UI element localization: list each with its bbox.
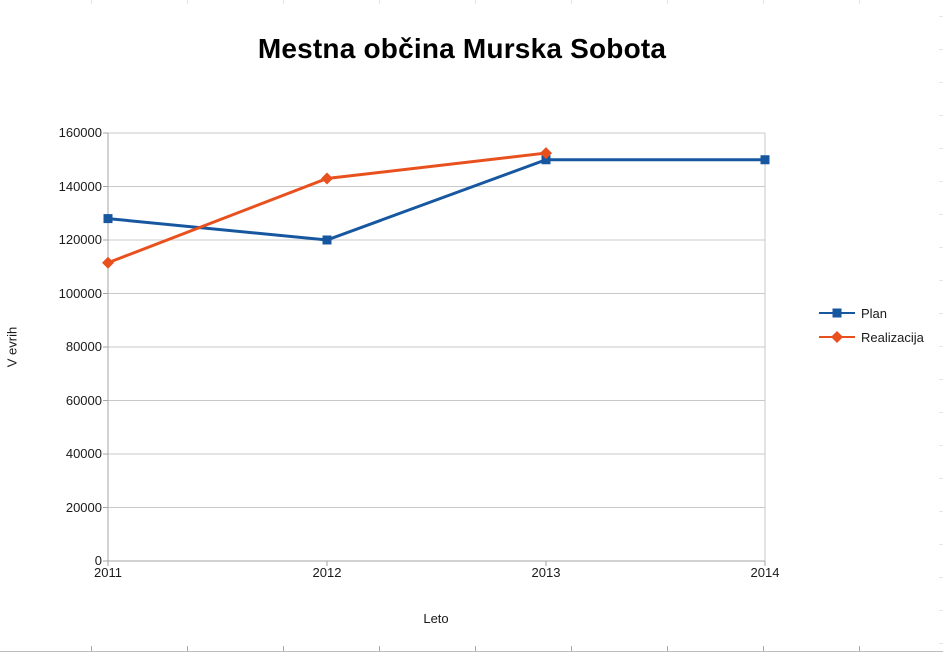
x-axis-title: Leto [423,611,449,626]
legend-item-plan: Plan [818,301,924,325]
legend-marker-square-icon [819,308,855,318]
cell-boundary-tick [939,346,943,347]
cell-boundary-tick [475,0,476,4]
data-point-square [103,214,113,224]
y-tick-label: 140000 [58,178,102,194]
cell-boundary-tick [939,247,943,248]
chart-title: Mestna občina Murska Sobota [257,33,667,64]
y-tick-label: 160000 [58,125,102,140]
cell-boundary-tick [571,0,572,4]
cell-boundary-tick [187,646,188,651]
cell-boundary-tick [939,214,943,215]
legend: Plan Realizacija [818,301,924,349]
cell-boundary-tick [475,646,476,651]
y-tick-label: 60000 [65,392,102,408]
y-tick-label: 20000 [65,499,102,515]
cell-boundary-tick [939,577,943,578]
cell-boundary-tick [939,82,943,83]
cell-boundary-tick [939,181,943,182]
data-point-diamond [102,256,114,269]
cell-boundary-tick [939,610,943,611]
legend-marker-diamond-icon [819,331,855,343]
cell-boundary-tick [379,0,380,4]
x-tick-label: 2013 [531,565,561,580]
y-tick-label: 100000 [58,285,102,301]
cell-boundary-tick [939,478,943,479]
cell-boundary-tick [763,646,764,651]
cell-boundary-tick [763,0,764,4]
x-tick-label: 2014 [750,565,780,580]
series-line-plan [107,158,765,242]
cell-boundary-tick [939,445,943,446]
cell-boundary-tick [939,511,943,512]
cell-boundary-tick [859,646,860,651]
cell-boundary-tick [187,0,188,4]
cell-boundary-tick [939,280,943,281]
cell-boundary-tick [0,651,943,652]
cell-boundary-tick [571,646,572,651]
data-point-diamond [321,172,333,185]
data-point-diamond [540,147,552,160]
cell-boundary-tick [667,0,668,4]
x-tick-label: 2011 [94,565,122,580]
cell-boundary-tick [939,379,943,380]
cell-boundary-tick [91,0,92,4]
legend-item-realizacija: Realizacija [818,325,924,349]
series-line-realizacija [107,151,547,265]
y-tick-label: 80000 [65,339,102,354]
data-point-square [760,155,770,165]
y-tick-label: 0 [94,553,102,568]
cell-boundary-tick [667,646,668,651]
cell-boundary-tick [939,16,943,17]
cell-boundary-tick [939,643,943,644]
cell-boundary-tick [939,412,943,413]
data-point-square [541,155,551,165]
legend-label: Realizacija [861,329,924,345]
cell-boundary-tick [939,115,943,116]
cell-boundary-tick [379,646,380,651]
y-tick-label: 120000 [58,232,102,247]
cell-boundary-tick [91,646,92,651]
cell-boundary-tick [939,49,943,50]
cell-boundary-tick [859,0,860,4]
x-tick-label: 2012 [312,565,342,580]
data-point-square [322,235,332,245]
y-tick-label: 40000 [65,446,102,461]
cell-boundary-tick [939,148,943,149]
cell-boundary-tick [939,544,943,545]
legend-label: Plan [861,305,888,321]
cell-boundary-tick [283,0,284,4]
cell-boundary-tick [283,646,284,651]
cell-boundary-tick [939,313,943,314]
